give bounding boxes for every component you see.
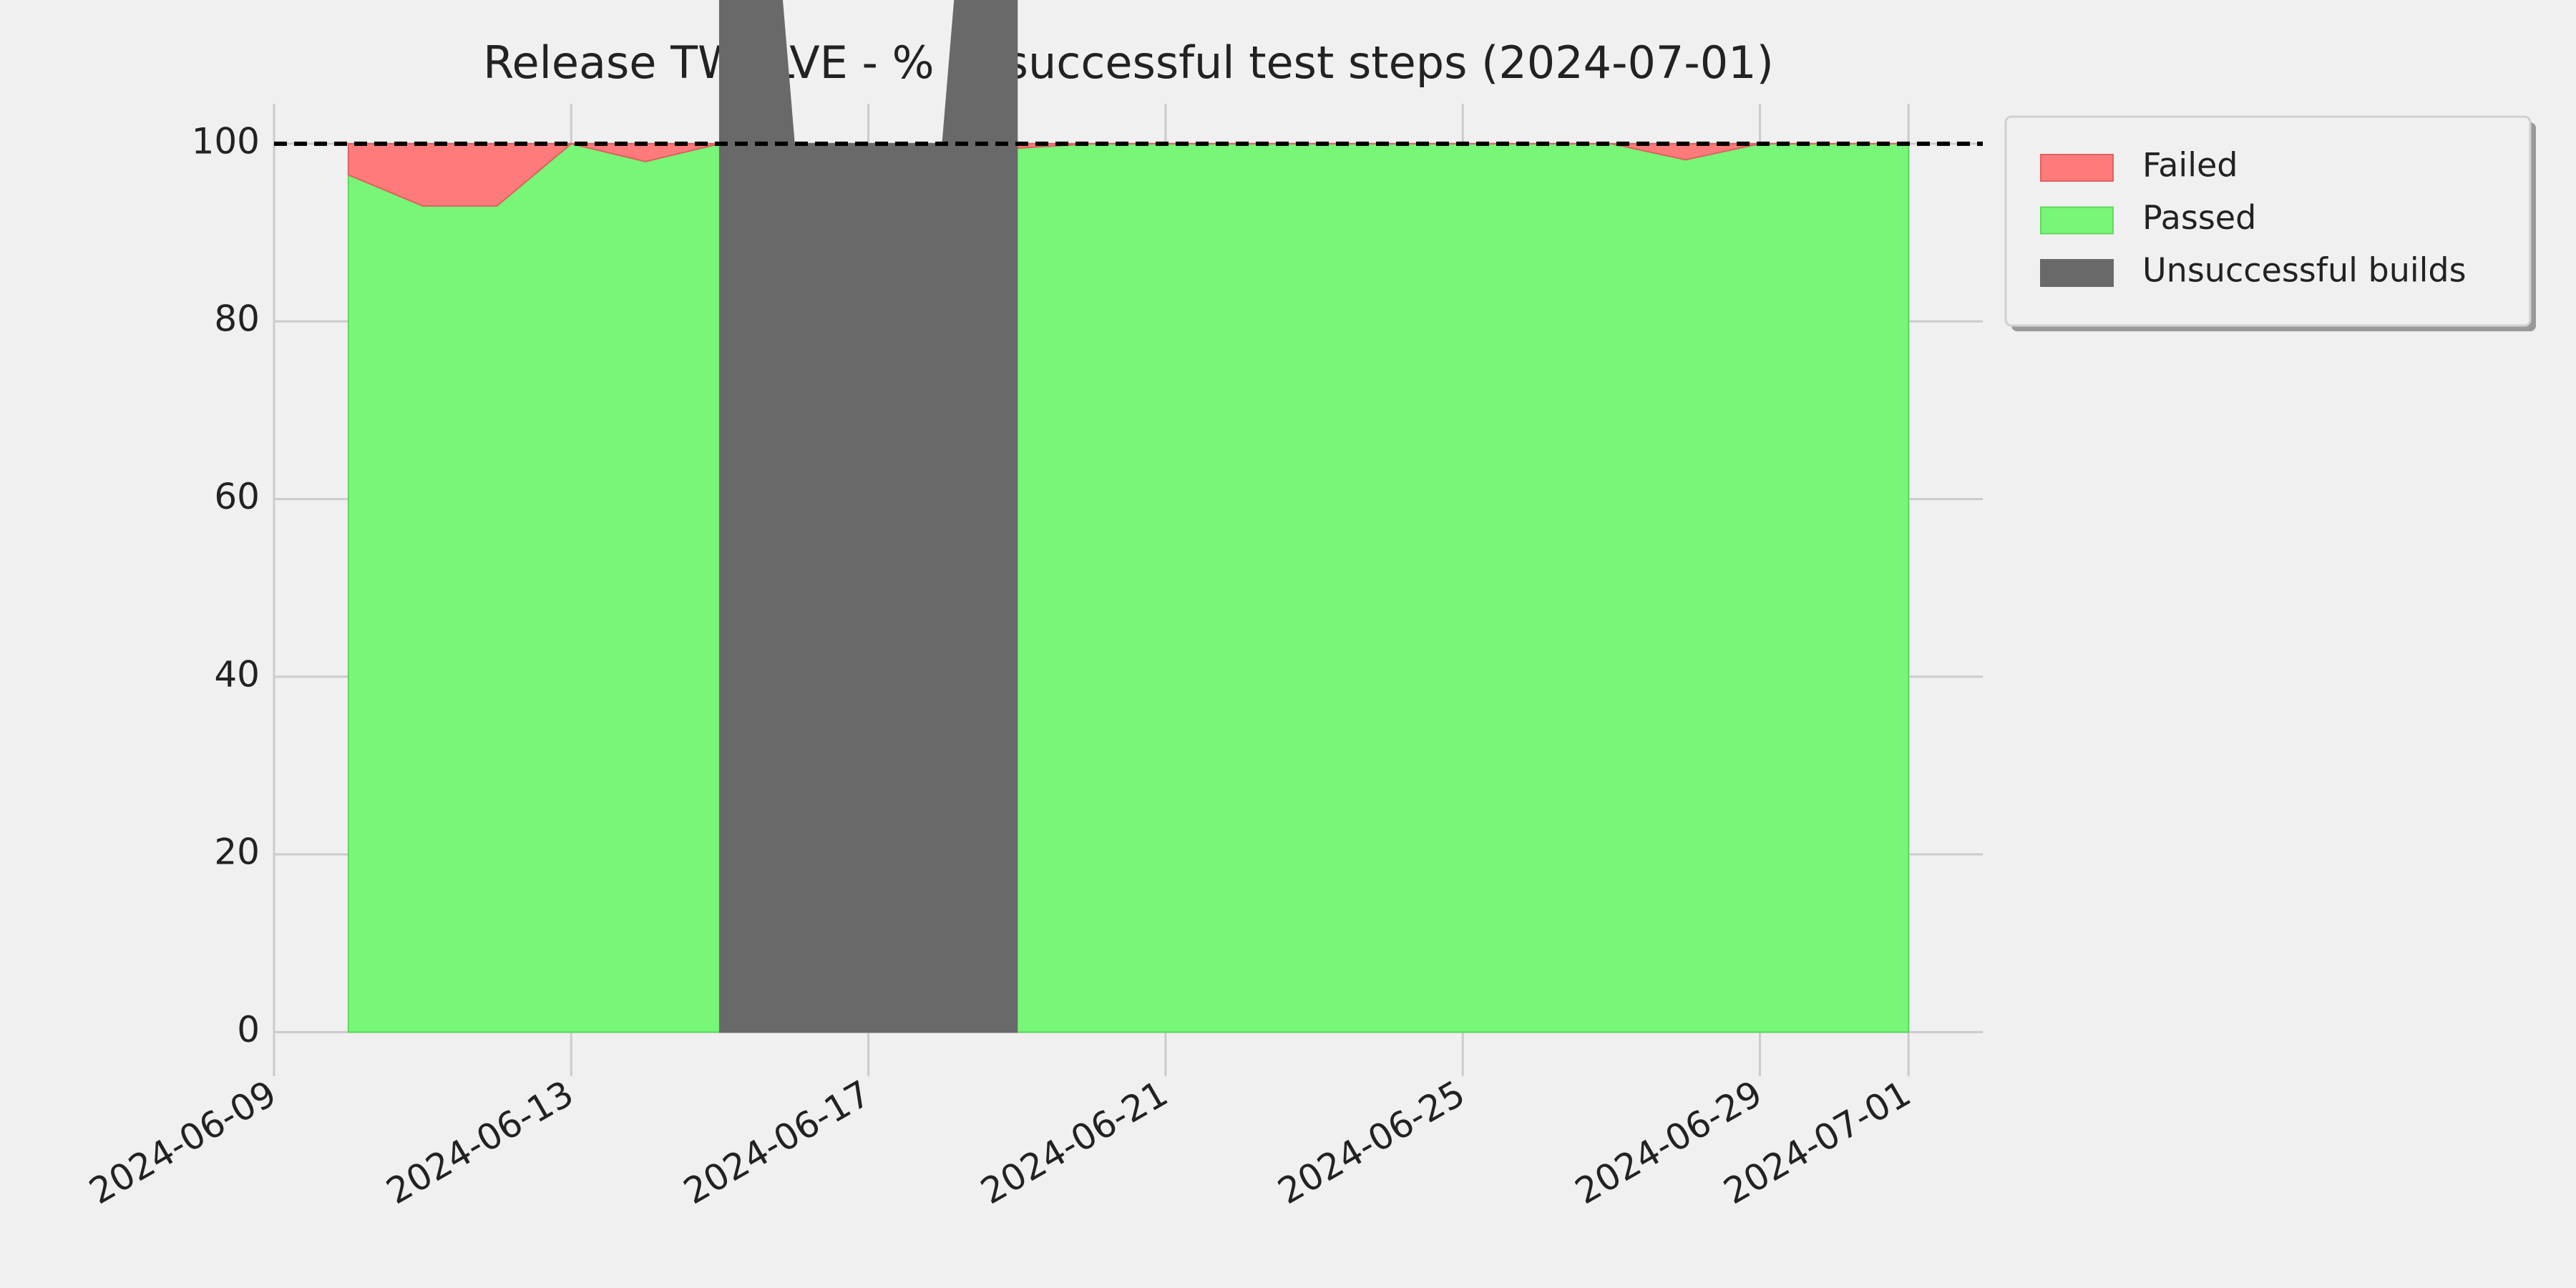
y-tick-label: 80 — [214, 298, 260, 340]
y-tick-label: 40 — [214, 653, 260, 695]
y-tick-label: 60 — [214, 476, 260, 517]
area — [718, 0, 1018, 1033]
area — [347, 142, 721, 1033]
legend-label: Passed — [2142, 198, 2256, 237]
legend-swatch — [2040, 154, 2114, 182]
legend-swatch — [2040, 206, 2114, 235]
chart-title: Release TWELVE - % of successful test st… — [483, 36, 1774, 89]
legend-box — [2004, 115, 2532, 327]
legend-swatch — [2040, 259, 2114, 287]
legend-label: Failed — [2142, 146, 2238, 185]
area — [1016, 142, 1910, 1033]
y-tick-label: 0 — [237, 1009, 260, 1050]
y-tick-label: 20 — [214, 831, 260, 873]
legend-label: Unsuccessful builds — [2142, 251, 2467, 290]
legend: Failed Passed Unsuccessful builds — [2004, 115, 2536, 331]
y-tick-label: 100 — [192, 120, 260, 162]
